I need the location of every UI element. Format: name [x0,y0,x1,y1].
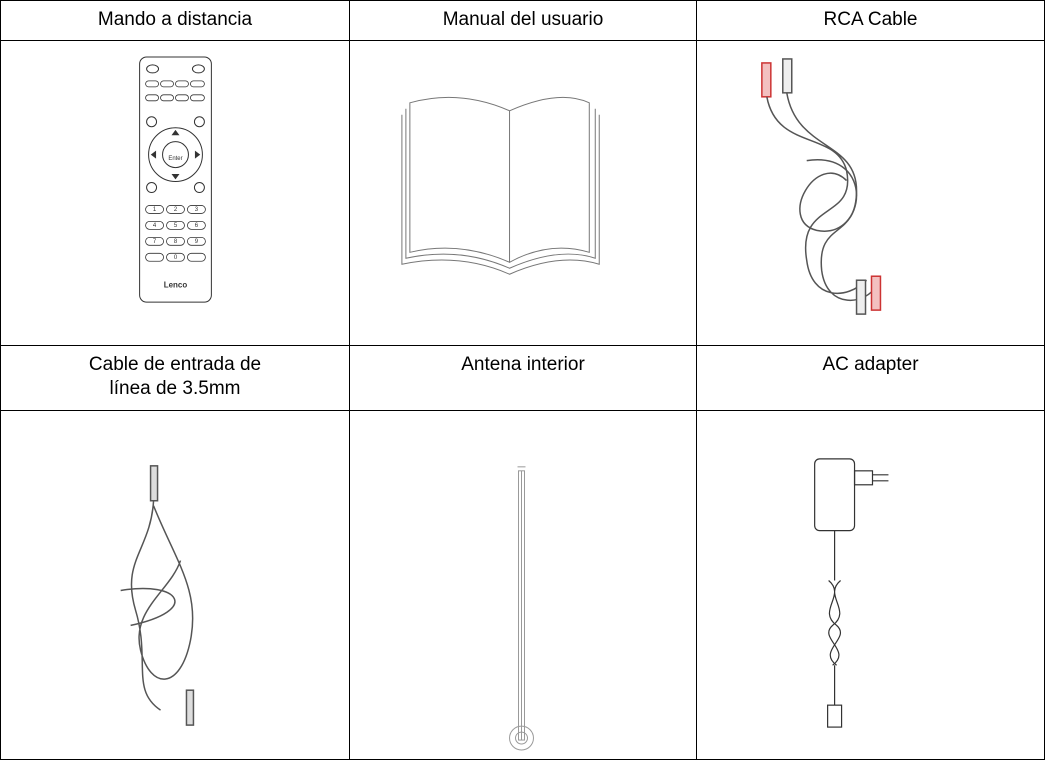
remote-key: 0 [174,255,178,261]
image-cell [350,41,697,346]
antenna-illustration [509,466,534,751]
header-cell: Antena interior [350,346,697,411]
ac-adapter-illustration [814,458,889,728]
remote-key: 3 [195,207,199,213]
remote-label: Enter [168,156,182,162]
remote-key: 8 [174,239,178,245]
image-cell [697,41,1045,346]
image-cell [697,411,1045,760]
remote-key: 5 [174,223,178,229]
header-cell: Cable de entrada de línea de 3.5mm [1,346,350,411]
image-cell [1,411,350,760]
remote-brand: Lenco [164,280,188,289]
rca-cable-illustration [761,58,882,315]
remote-key: 9 [195,239,199,245]
header-cell: Mando a distancia [1,1,350,41]
remote-key: 1 [153,207,157,213]
remote-key: 7 [153,239,157,245]
remote-key: 6 [195,223,199,229]
header-cell: Manual del usuario [350,1,697,41]
manual-illustration [401,96,600,275]
header-cell: AC adapter [697,346,1045,411]
image-cell [350,411,697,760]
remote-illustration: Enter 1 2 3 4 5 6 7 8 9 0 Lenco [139,56,212,303]
header-cell: RCA Cable [697,1,1045,41]
remote-key: 4 [153,223,157,229]
remote-key: 2 [174,207,178,213]
image-cell: Enter 1 2 3 4 5 6 7 8 9 0 Lenco [1,41,350,346]
header-text: Cable de entrada de línea de 3.5mm [88,354,262,399]
aux-cable-illustration [120,465,195,726]
